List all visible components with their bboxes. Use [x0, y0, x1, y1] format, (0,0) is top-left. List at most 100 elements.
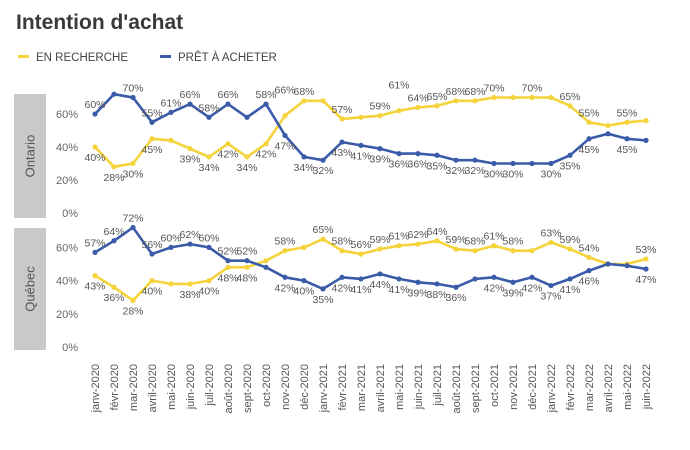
data-label-ontario-en-recherche-2: 30%: [122, 169, 143, 181]
x-tick-label-9: oct-2020: [261, 364, 273, 407]
data-point-quebec-pret-a-acheter-4: [168, 244, 174, 250]
data-label-quebec-en-recherche-15: 59%: [369, 234, 390, 246]
data-point-ontario-en-recherche-24: [548, 94, 554, 101]
data-label-ontario-pret-a-acheter-15: 39%: [369, 154, 390, 166]
data-point-quebec-en-recherche-24: [548, 239, 554, 246]
x-tick-label-7: août-2020: [223, 364, 235, 414]
data-label-ontario-pret-a-acheter-6: 58%: [198, 102, 219, 114]
data-point-ontario-en-recherche-4: [168, 137, 174, 143]
data-label-quebec-pret-a-acheter-21: 42%: [483, 282, 504, 294]
data-label-ontario-pret-a-acheter-18: 35%: [426, 160, 447, 172]
data-point-quebec-pret-a-acheter-16: [396, 276, 402, 282]
x-tick-label-15: avril-2021: [375, 364, 387, 412]
data-point-quebec-pret-a-acheter-25: [567, 276, 573, 282]
data-point-quebec-pret-a-acheter-20: [472, 276, 478, 282]
x-tick-label-16: mai-2021: [394, 364, 406, 410]
data-label-ontario-en-recherche-13: 57%: [331, 104, 352, 116]
data-point-ontario-en-recherche-10: [282, 113, 288, 119]
data-point-ontario-en-recherche-27: [605, 122, 611, 129]
data-point-quebec-en-recherche-20: [472, 248, 478, 254]
legend-label-pret-a-acheter: PRÊT À ACHETER: [178, 52, 277, 64]
data-point-ontario-en-recherche-2: [130, 160, 136, 167]
data-label-quebec-pret-a-acheter-17: 39%: [407, 287, 428, 299]
panel-ontario: Ontario0%20%40%60%40%28%30%45%39%34%42%3…: [14, 80, 649, 220]
data-label-quebec-en-recherche-5: 38%: [179, 289, 200, 301]
data-label-quebec-en-recherche-13: 58%: [331, 236, 352, 248]
x-tick-label-26: mar-2022: [584, 364, 596, 411]
data-label-ontario-pret-a-acheter-9: 58%: [255, 89, 276, 101]
panel-label-ontario: Ontario: [23, 135, 38, 178]
chart-title: Intention d'achat: [16, 11, 184, 34]
x-tick-label-18: juil-2021: [432, 364, 444, 407]
data-point-quebec-en-recherche-22: [510, 248, 516, 254]
data-label-quebec-en-recherche-21: 61%: [483, 231, 504, 243]
data-label-quebec-pret-a-acheter-8: 52%: [236, 246, 257, 258]
data-label-quebec-en-recherche-12: 65%: [312, 224, 333, 236]
data-label-quebec-pret-a-acheter-3: 56%: [141, 239, 162, 251]
data-point-ontario-en-recherche-11: [301, 98, 307, 104]
data-point-ontario-pret-a-acheter-7: [225, 101, 231, 107]
data-label-ontario-pret-a-acheter-21: 30%: [483, 169, 504, 181]
data-point-ontario-pret-a-acheter-1: [111, 91, 117, 97]
data-point-quebec-en-recherche-0: [92, 273, 98, 279]
data-point-ontario-en-recherche-16: [396, 108, 402, 114]
data-label-ontario-pret-a-acheter-28: 45%: [616, 144, 637, 156]
data-point-ontario-pret-a-acheter-6: [206, 114, 212, 120]
x-tick-label-29: juin-2022: [641, 364, 653, 410]
data-point-quebec-pret-a-acheter-0: [92, 249, 98, 255]
data-label-quebec-en-recherche-7: 48%: [217, 272, 238, 284]
data-point-ontario-pret-a-acheter-14: [358, 142, 364, 148]
y-tick-label-quebec-40: 40%: [56, 276, 78, 288]
data-point-ontario-pret-a-acheter-22: [510, 160, 516, 167]
data-label-quebec-pret-a-acheter-5: 62%: [179, 229, 200, 241]
data-label-quebec-pret-a-acheter-13: 42%: [331, 282, 352, 294]
data-point-quebec-en-recherche-4: [168, 281, 174, 287]
x-tick-label-8: sept-2020: [242, 364, 254, 413]
data-point-ontario-pret-a-acheter-19: [453, 157, 459, 163]
y-tick-label-quebec-60: 60%: [56, 242, 78, 254]
data-label-ontario-pret-a-acheter-4: 61%: [160, 97, 181, 109]
data-label-ontario-en-recherche-21: 70%: [483, 83, 504, 95]
x-tick-label-24: janv-2022: [546, 364, 558, 413]
data-point-quebec-pret-a-acheter-15: [377, 271, 383, 277]
data-point-quebec-pret-a-acheter-27: [605, 261, 611, 267]
data-point-ontario-pret-a-acheter-12: [320, 157, 326, 163]
data-label-quebec-en-recherche-6: 40%: [198, 286, 219, 298]
data-point-ontario-en-recherche-14: [358, 114, 364, 120]
x-tick-label-28: mai-2022: [622, 364, 634, 410]
data-point-ontario-pret-a-acheter-4: [168, 109, 174, 115]
data-label-quebec-en-recherche-8: 48%: [236, 272, 257, 284]
data-point-ontario-pret-a-acheter-28: [624, 136, 630, 142]
y-tick-label-ontario-0: 0%: [62, 208, 78, 220]
data-label-ontario-pret-a-acheter-14: 41%: [350, 150, 371, 162]
data-point-ontario-en-recherche-18: [434, 103, 440, 109]
data-point-quebec-pret-a-acheter-17: [415, 279, 421, 285]
data-point-ontario-pret-a-acheter-5: [187, 101, 193, 107]
data-point-quebec-pret-a-acheter-19: [453, 284, 459, 290]
data-label-ontario-en-recherche-26: 55%: [578, 107, 599, 119]
data-label-quebec-pret-a-acheter-2: 72%: [122, 212, 143, 224]
x-tick-label-19: août-2021: [451, 364, 463, 414]
panel-band-quebec: [14, 228, 46, 350]
data-label-ontario-en-recherche-11: 68%: [293, 86, 314, 98]
data-label-quebec-en-recherche-18: 64%: [426, 226, 447, 238]
data-label-quebec-pret-a-acheter-18: 38%: [426, 289, 447, 301]
x-tick-label-13: févr-2021: [337, 364, 349, 410]
data-point-quebec-en-recherche-29: [643, 256, 649, 262]
data-label-ontario-pret-a-acheter-22: 30%: [502, 169, 523, 181]
data-label-ontario-en-recherche-25: 65%: [559, 91, 580, 103]
data-label-quebec-pret-a-acheter-29: 47%: [635, 274, 656, 286]
data-point-ontario-pret-a-acheter-24: [548, 160, 554, 167]
data-point-ontario-pret-a-acheter-26: [586, 136, 592, 142]
data-point-ontario-pret-a-acheter-20: [472, 157, 478, 163]
legend-item-pret-a-acheter: PRÊT À ACHETER: [160, 52, 277, 64]
data-label-ontario-pret-a-acheter-24: 30%: [540, 169, 561, 181]
data-label-quebec-pret-a-acheter-15: 44%: [369, 279, 390, 291]
data-label-quebec-pret-a-acheter-11: 40%: [293, 286, 314, 298]
x-axis: janv-2020 févr-2020 mar-2020 avril-2020 mai-…: [90, 364, 653, 414]
data-label-ontario-en-recherche-5: 39%: [179, 154, 200, 166]
data-point-quebec-pret-a-acheter-5: [187, 241, 193, 247]
x-tick-label-11: déc-2020: [299, 364, 311, 410]
data-point-quebec-en-recherche-7: [225, 264, 231, 270]
data-label-ontario-pret-a-acheter-26: 45%: [578, 144, 599, 156]
